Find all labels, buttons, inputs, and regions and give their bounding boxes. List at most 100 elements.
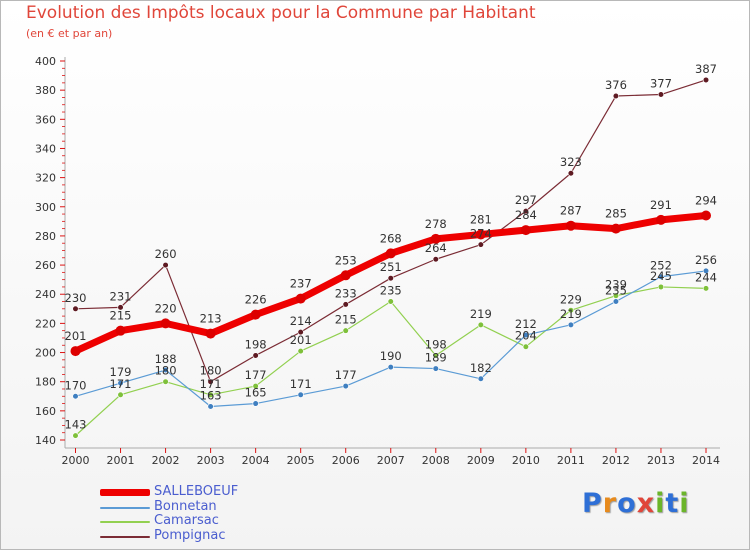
data-label-salleboeuf: 287	[560, 204, 582, 218]
legend-swatch-pompignac	[100, 535, 150, 538]
data-label-salleboeuf: 278	[425, 217, 447, 231]
data-label-camarsac: 239	[605, 278, 627, 292]
data-label-camarsac: 198	[425, 337, 447, 351]
data-point-bonnetan	[432, 365, 439, 372]
data-label-bonnetan: 212	[515, 317, 537, 331]
data-point-salleboeuf	[701, 210, 711, 221]
logo-letter: t	[665, 488, 680, 519]
data-point-salleboeuf	[70, 346, 81, 357]
legend-label-pompignac: Pompignac	[154, 527, 226, 543]
data-label-bonnetan: 235	[605, 284, 627, 298]
data-point-pompignac	[72, 305, 79, 312]
data-label-salleboeuf: 268	[380, 231, 402, 245]
data-label-bonnetan: 171	[290, 377, 312, 391]
data-point-salleboeuf	[475, 229, 486, 240]
data-point-camarsac	[297, 347, 304, 355]
data-point-camarsac	[432, 352, 439, 359]
logo-letter: i	[655, 488, 666, 519]
data-point-camarsac	[252, 382, 259, 390]
data-label-camarsac: 201	[290, 333, 312, 347]
data-label-bonnetan: 179	[110, 365, 132, 379]
data-point-salleboeuf	[610, 223, 621, 234]
data-label-camarsac: 229	[560, 292, 582, 306]
data-label-camarsac: 177	[245, 368, 267, 382]
y-tick-label: 280	[35, 230, 56, 243]
data-label-bonnetan: 252	[650, 259, 672, 273]
x-tick-label: 2014	[692, 454, 720, 467]
data-point-bonnetan	[522, 331, 529, 339]
legend-swatch-camarsac	[100, 521, 150, 523]
data-point-salleboeuf	[340, 270, 351, 281]
data-point-camarsac	[117, 391, 124, 398]
data-label-bonnetan: 189	[425, 351, 447, 365]
data-label-salleboeuf: 284	[515, 208, 537, 222]
logo-letter: i	[679, 488, 690, 519]
data-point-salleboeuf	[295, 293, 306, 304]
y-tick-label: 300	[35, 201, 56, 214]
data-label-camarsac: 235	[380, 284, 402, 298]
data-point-salleboeuf	[565, 220, 576, 231]
data-point-bonnetan	[162, 366, 169, 374]
x-tick-label: 2001	[107, 454, 135, 467]
x-tick-label: 2009	[467, 454, 495, 467]
x-tick-label: 2011	[557, 454, 585, 467]
y-tick-label: 200	[35, 347, 56, 360]
x-tick-label: 2013	[647, 454, 675, 467]
data-point-pompignac	[612, 92, 620, 100]
data-point-camarsac	[207, 391, 214, 398]
data-point-salleboeuf	[250, 309, 261, 320]
data-point-camarsac	[567, 307, 574, 314]
data-point-bonnetan	[342, 382, 349, 390]
x-tick-label: 2008	[422, 454, 450, 467]
data-point-pompignac	[342, 301, 349, 308]
data-label-pompignac: 387	[695, 62, 717, 76]
y-tick-label: 140	[35, 434, 56, 447]
data-label-bonnetan: 163	[200, 388, 222, 402]
data-point-pompignac	[252, 352, 259, 359]
data-point-camarsac	[477, 321, 484, 328]
data-label-pompignac: 198	[245, 337, 267, 351]
data-label-bonnetan: 188	[155, 352, 177, 366]
data-labels: 201 215 220 213 226 237 253 268 278 281 284 287 285 2…	[65, 62, 717, 432]
data-point-camarsac	[342, 327, 349, 334]
data-label-pompignac: 376	[605, 78, 627, 92]
data-point-pompignac	[117, 304, 124, 311]
chart-subtitle: (en € et par an)	[26, 27, 113, 40]
legend-swatch-salleboeuf	[100, 489, 150, 496]
data-point-pompignac	[702, 76, 710, 84]
y-tick-label: 260	[35, 259, 56, 272]
data-point-camarsac	[657, 283, 665, 291]
data-label-salleboeuf: 253	[335, 253, 357, 267]
data-label-camarsac: 143	[65, 418, 87, 432]
data-point-pompignac	[387, 275, 394, 282]
data-label-salleboeuf: 237	[290, 277, 312, 291]
data-label-salleboeuf: 281	[470, 212, 492, 226]
x-tick-label: 2005	[287, 454, 315, 467]
data-point-bonnetan	[72, 393, 79, 400]
data-label-salleboeuf: 220	[155, 301, 177, 315]
data-label-bonnetan: 190	[380, 349, 402, 363]
data-label-camarsac: 180	[155, 364, 177, 378]
data-label-salleboeuf: 294	[695, 194, 717, 208]
data-point-pompignac	[297, 329, 304, 336]
data-point-pompignac	[567, 170, 574, 177]
data-point-salleboeuf	[385, 248, 396, 259]
data-point-bonnetan	[297, 391, 304, 398]
y-tick-label: 400	[35, 55, 56, 68]
data-point-salleboeuf	[115, 325, 126, 336]
data-point-camarsac	[522, 343, 529, 350]
data-point-bonnetan	[567, 321, 574, 328]
proxiti-logo: Proxiti	[582, 488, 690, 519]
x-tick-label: 2003	[197, 454, 225, 467]
data-point-camarsac	[387, 298, 394, 305]
data-point-bonnetan	[252, 400, 259, 407]
data-point-salleboeuf	[160, 318, 171, 329]
y-tick-label: 180	[35, 376, 56, 389]
x-tick-label: 2004	[242, 454, 270, 467]
axes: 140 160 180 200 220 240 260 280 300 320 340 360 380 4…	[35, 55, 720, 467]
x-tick-label: 2002	[152, 454, 180, 467]
legend-label-bonnetan: Bonnetan	[154, 498, 217, 514]
logo-letter: P	[582, 488, 603, 519]
data-label-pompignac: 377	[650, 77, 672, 91]
